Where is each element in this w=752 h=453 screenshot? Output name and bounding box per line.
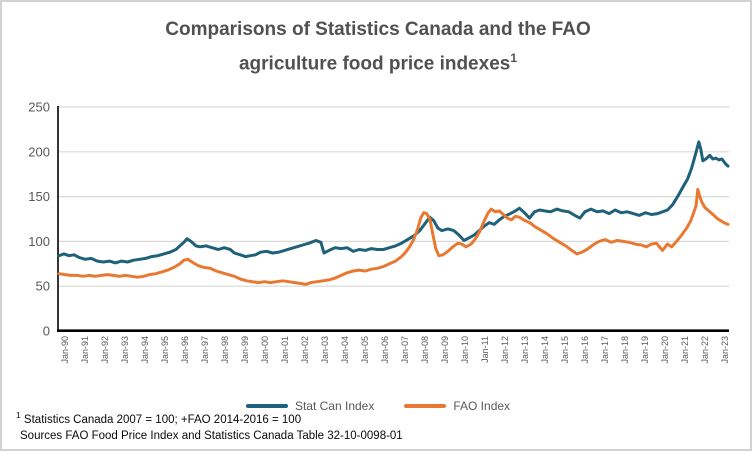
y-tick-label: 50	[36, 279, 50, 294]
legend-item-fao: FAO Index	[404, 399, 510, 413]
y-tick-label: 0	[43, 324, 50, 339]
x-tick-label: Jan-02	[300, 336, 310, 364]
x-tick-label: Jan-15	[560, 336, 570, 364]
chart-title: Comparisons of Statistics Canada and the…	[2, 15, 752, 78]
x-tick-label: Jan-90	[60, 336, 70, 364]
legend-label-statcan: Stat Can Index	[294, 399, 375, 413]
x-tick-label: Jan-93	[120, 336, 130, 364]
chart-legend: Stat Can Index FAO Index	[2, 399, 752, 413]
y-tick-label: 250	[28, 100, 50, 115]
chart-title-line1: Comparisons of Statistics Canada and the…	[165, 19, 591, 40]
x-tick-label: Jan-01	[280, 336, 290, 364]
x-tick-label: Jan-19	[640, 336, 650, 364]
x-tick-label: Jan-09	[440, 336, 450, 364]
x-tick-label: Jan-17	[600, 336, 610, 364]
x-tick-label: Jan-21	[680, 336, 690, 364]
x-tick-label: Jan-18	[620, 336, 630, 364]
y-axis-labels: 0 50 100 150 200 250	[28, 100, 50, 339]
x-tick-label: Jan-99	[240, 336, 250, 364]
x-tick-label: Jan-14	[540, 336, 550, 364]
y-tick-label: 200	[28, 144, 50, 159]
x-tick-label: Jan-92	[100, 336, 110, 364]
x-tick-label: Jan-10	[460, 336, 470, 364]
footnote: 1 Statistics Canada 2007 = 100; +FAO 201…	[16, 410, 301, 426]
x-tick-label: Jan-95	[160, 336, 170, 364]
title-footnote-marker: 1	[510, 51, 518, 65]
chart-title-line2: agriculture food price indexes1	[238, 51, 518, 75]
x-tick-label: Jan-03	[320, 336, 330, 364]
footnote-text: Statistics Canada 2007 = 100; +FAO 2014-…	[20, 413, 302, 426]
gridlines	[58, 106, 729, 287]
x-tick-label: Jan-00	[260, 336, 270, 364]
footnote-superscript: 1	[16, 410, 21, 420]
y-tick-label: 150	[28, 189, 50, 204]
x-tick-label: Jan-98	[220, 336, 230, 364]
y-tick-label: 100	[28, 234, 50, 249]
legend-item-statcan: Stat Can Index	[245, 399, 375, 413]
x-tick-label: Jan-16	[580, 336, 590, 364]
x-tick-label: Jan-11	[480, 336, 490, 363]
x-tick-label: Jan-06	[380, 336, 390, 364]
statcan-index-line	[57, 140, 730, 265]
legend-label-fao: FAO Index	[453, 399, 511, 413]
x-tick-label: Jan-23	[720, 336, 730, 364]
x-tick-label: Jan-04	[340, 336, 350, 364]
x-tick-label: Jan-20	[660, 336, 670, 364]
fao-index-line	[57, 187, 730, 286]
x-tick-label: Jan-12	[500, 336, 510, 364]
x-tick-label: Jan-91	[80, 336, 90, 364]
x-tick-label: Jan-96	[180, 336, 190, 364]
x-tick-label: Jan-08	[420, 336, 430, 364]
fao-line-swatch-icon	[404, 404, 447, 408]
sources-note: Sources FAO Food Price Index and Statist…	[20, 430, 403, 442]
x-tick-label: Jan-22	[700, 336, 710, 364]
x-tick-label: Jan-05	[360, 336, 370, 364]
x-tick-label: Jan-97	[200, 336, 210, 364]
x-tick-label: Jan-94	[140, 336, 150, 364]
x-axis-labels: Jan-90 Jan-91 Jan-92 Jan-93 Jan-94 Jan-95 Jan-…	[60, 336, 730, 364]
x-tick-label: Jan-13	[520, 336, 530, 364]
x-tick-label: Jan-07	[400, 336, 410, 364]
statcan-line-swatch-icon	[245, 404, 288, 408]
